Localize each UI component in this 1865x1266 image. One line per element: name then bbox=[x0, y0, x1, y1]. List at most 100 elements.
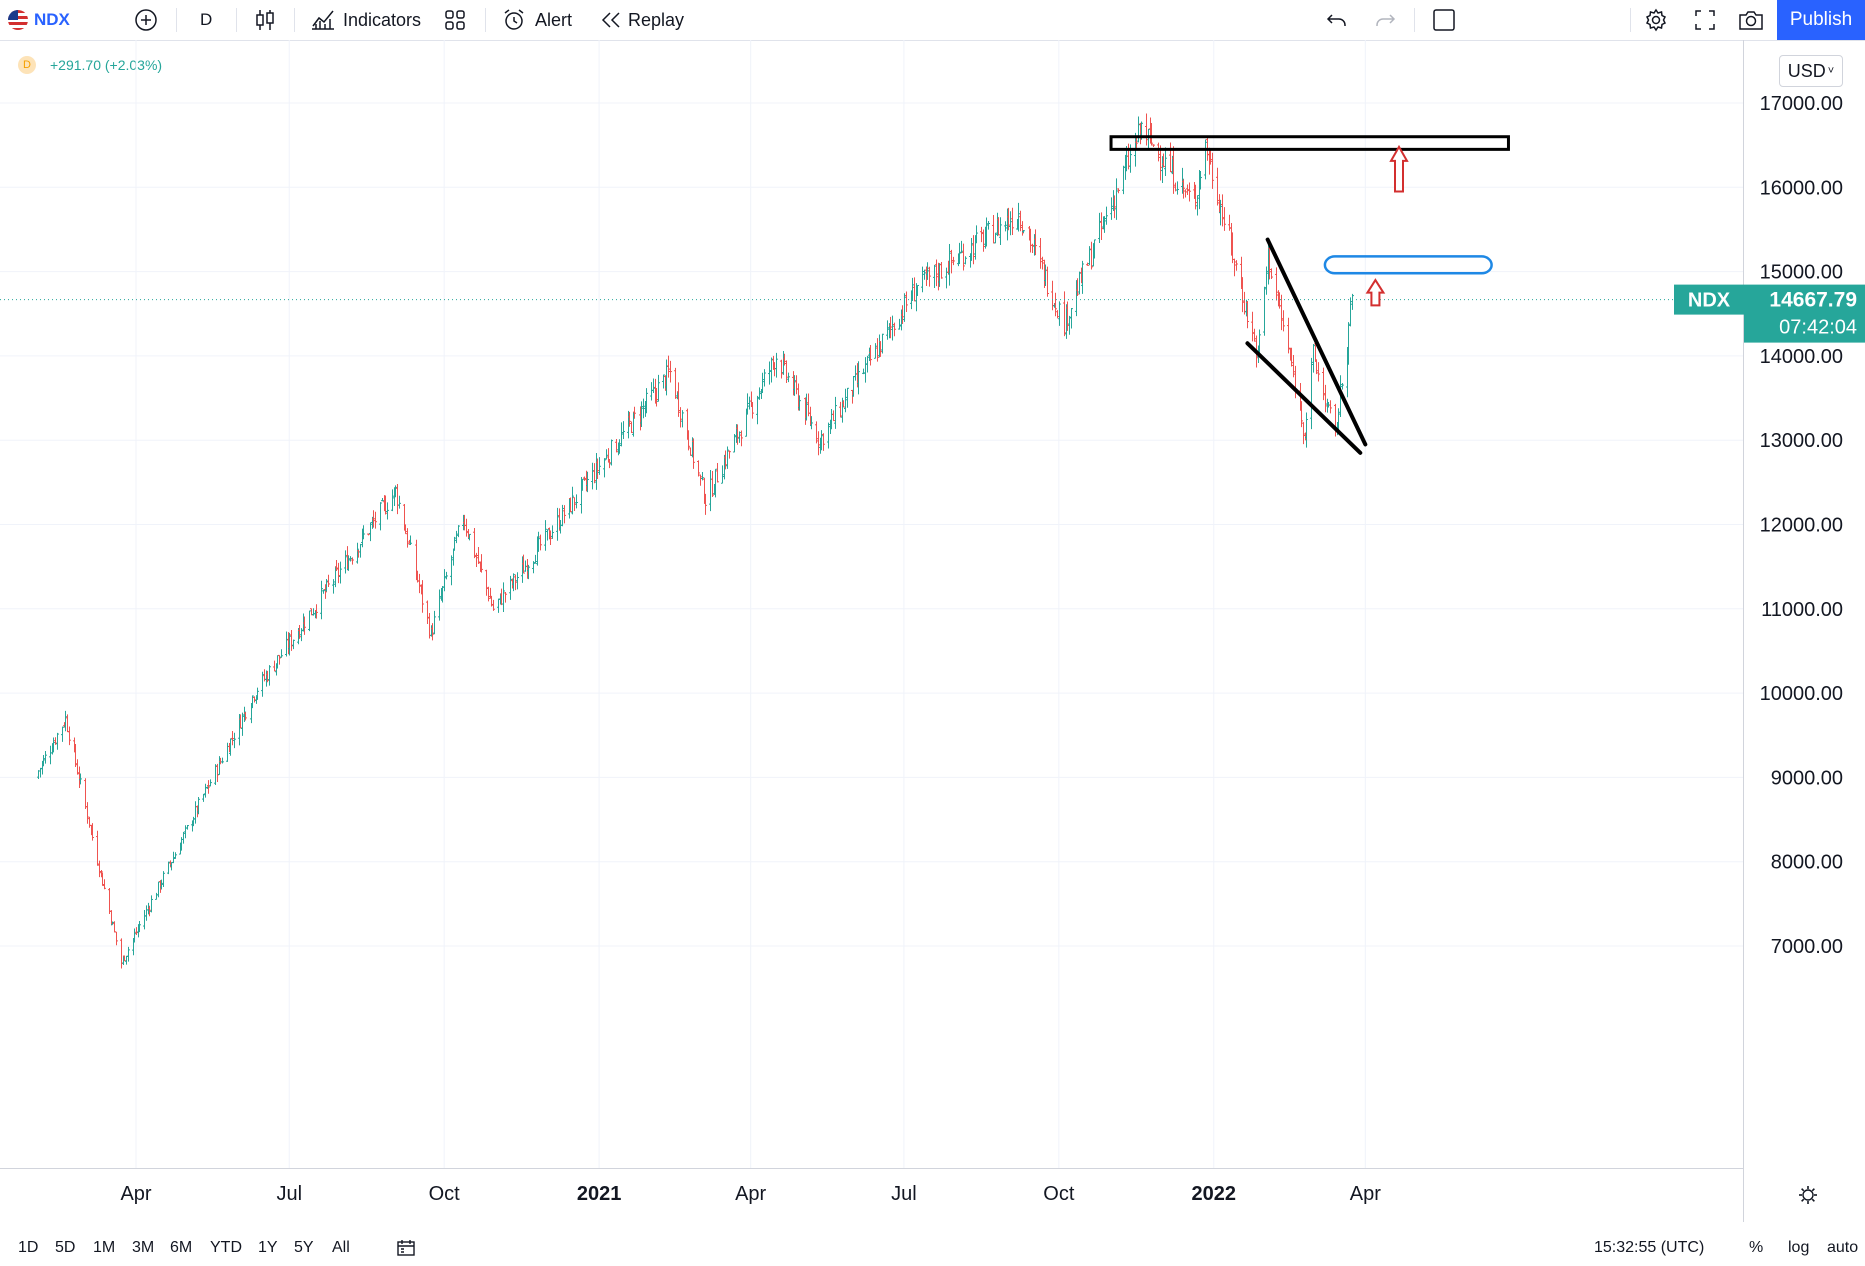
chart-type-button[interactable] bbox=[254, 0, 276, 40]
ohlc-bar bbox=[1188, 182, 1191, 202]
templates-button[interactable] bbox=[444, 0, 466, 40]
ohlc-bar bbox=[1270, 268, 1273, 279]
snapshot-button[interactable] bbox=[1738, 0, 1764, 40]
price-tick-label: 16000.00 bbox=[1760, 177, 1843, 199]
indicators-button[interactable]: Indicators bbox=[310, 0, 421, 40]
ohlc-bar bbox=[192, 816, 195, 827]
ohlc-bar bbox=[610, 439, 613, 466]
add-symbol-button[interactable] bbox=[134, 0, 158, 40]
clock-time[interactable]: 15:32:55 (UTC) bbox=[1594, 1239, 1705, 1256]
range-button-5d[interactable]: 5D bbox=[55, 1239, 76, 1256]
ohlc-bar bbox=[985, 217, 988, 247]
ohlc-bar bbox=[290, 630, 293, 651]
ohlc-bar bbox=[393, 487, 396, 507]
settings-button[interactable] bbox=[1644, 0, 1668, 40]
ohlc-bar bbox=[915, 283, 918, 312]
ohlc-bar bbox=[573, 497, 576, 512]
ohlc-bar bbox=[1125, 146, 1128, 172]
ohlc-bar bbox=[876, 338, 879, 362]
ohlc-bar bbox=[372, 510, 375, 528]
ohlc-bar bbox=[827, 422, 830, 449]
ohlc-bar bbox=[196, 805, 199, 818]
ohlc-bar bbox=[226, 742, 229, 762]
ohlc-bar bbox=[595, 452, 598, 490]
ohlc-bar bbox=[568, 498, 571, 519]
ohlc-bar bbox=[645, 388, 648, 414]
ohlc-bar bbox=[632, 411, 635, 437]
ohlc-bar bbox=[524, 560, 527, 572]
publish-button[interactable]: Publish bbox=[1777, 0, 1865, 40]
fullscreen-button[interactable] bbox=[1694, 0, 1716, 40]
redo-button[interactable] bbox=[1374, 0, 1396, 40]
ohlc-bar bbox=[957, 253, 960, 267]
range-button-1m[interactable]: 1M bbox=[93, 1239, 116, 1256]
ohlc-bar bbox=[793, 375, 796, 396]
indicators-label: Indicators bbox=[343, 9, 422, 30]
ohlc-bar bbox=[1171, 155, 1174, 175]
ohlc-bar bbox=[738, 431, 741, 443]
ohlc-bar bbox=[608, 459, 611, 469]
ohlc-bar bbox=[441, 585, 444, 603]
ohlc-bar bbox=[1314, 338, 1317, 362]
undo-button[interactable] bbox=[1326, 0, 1348, 40]
ohlc-bar bbox=[810, 416, 813, 430]
symbol-search[interactable]: NDX bbox=[8, 0, 70, 40]
interval-button[interactable]: D bbox=[200, 0, 212, 40]
ohlc-bar bbox=[1006, 208, 1009, 241]
layout-button[interactable] bbox=[1432, 0, 1456, 40]
ohlc-bar bbox=[1267, 243, 1270, 285]
range-button-5y[interactable]: 5Y bbox=[294, 1239, 314, 1256]
ohlc-bar bbox=[179, 842, 182, 855]
ohlc-bar bbox=[1029, 228, 1032, 253]
ohlc-bar bbox=[68, 726, 71, 746]
ohlc-bar bbox=[300, 628, 303, 642]
ohlc-bar bbox=[521, 556, 524, 583]
ohlc-bar bbox=[79, 773, 82, 785]
ohlc-bar bbox=[733, 433, 736, 453]
ohlc-bar bbox=[851, 389, 854, 404]
ohlc-bar bbox=[1277, 290, 1280, 307]
currency-label: USD bbox=[1787, 60, 1826, 81]
ohlc-bar bbox=[445, 571, 448, 580]
range-button-6m[interactable]: 6M bbox=[170, 1239, 193, 1256]
ohlc-bar bbox=[1233, 258, 1236, 277]
countdown-timer: 07:42:04 bbox=[1779, 317, 1857, 339]
ohlc-bar bbox=[1310, 357, 1313, 430]
ohlc-bar bbox=[1243, 291, 1246, 315]
range-button-1d[interactable]: 1D bbox=[18, 1239, 39, 1256]
price-tick-label: 14000.00 bbox=[1760, 346, 1843, 368]
symbol-label: NDX bbox=[34, 10, 70, 29]
go-to-date-button[interactable] bbox=[396, 1230, 416, 1266]
ohlc-bar bbox=[618, 439, 621, 454]
ohlc-bar bbox=[933, 264, 936, 289]
ohlc-bar bbox=[209, 779, 212, 787]
ohlc-bar bbox=[1157, 142, 1160, 162]
ohlc-bar bbox=[127, 946, 130, 962]
axis-settings-icon bbox=[1799, 1186, 1817, 1204]
ohlc-bar bbox=[627, 410, 630, 439]
range-button-ytd[interactable]: YTD bbox=[210, 1239, 242, 1256]
price-badge-value: 14667.79 bbox=[1769, 289, 1857, 312]
ohlc-bar bbox=[1186, 184, 1189, 195]
currency-selector[interactable]: USD ˅ bbox=[1779, 55, 1843, 87]
ohlc-bar bbox=[379, 502, 382, 531]
replay-button[interactable]: Replay bbox=[600, 0, 684, 40]
time-tick-label: Oct bbox=[1043, 1183, 1075, 1205]
ohlc-bar bbox=[409, 535, 412, 545]
auto-toggle[interactable]: auto bbox=[1827, 1239, 1859, 1256]
ohlc-bar bbox=[551, 525, 554, 539]
ohlc-bar bbox=[905, 291, 908, 312]
range-button-3m[interactable]: 3M bbox=[132, 1239, 155, 1256]
log-toggle[interactable]: log bbox=[1788, 1239, 1810, 1256]
ohlc-bar bbox=[1117, 188, 1120, 194]
ohlc-bar bbox=[63, 722, 66, 728]
range-button-1y[interactable]: 1Y bbox=[258, 1239, 278, 1256]
ohlc-bar bbox=[1351, 293, 1354, 310]
alert-button[interactable]: Alert bbox=[502, 0, 572, 40]
ohlc-bar bbox=[1169, 142, 1172, 173]
percent-toggle[interactable]: % bbox=[1749, 1239, 1764, 1256]
ohlc-bar bbox=[465, 518, 468, 537]
ohlc-bar bbox=[1022, 229, 1025, 233]
range-button-all[interactable]: All bbox=[332, 1239, 350, 1256]
